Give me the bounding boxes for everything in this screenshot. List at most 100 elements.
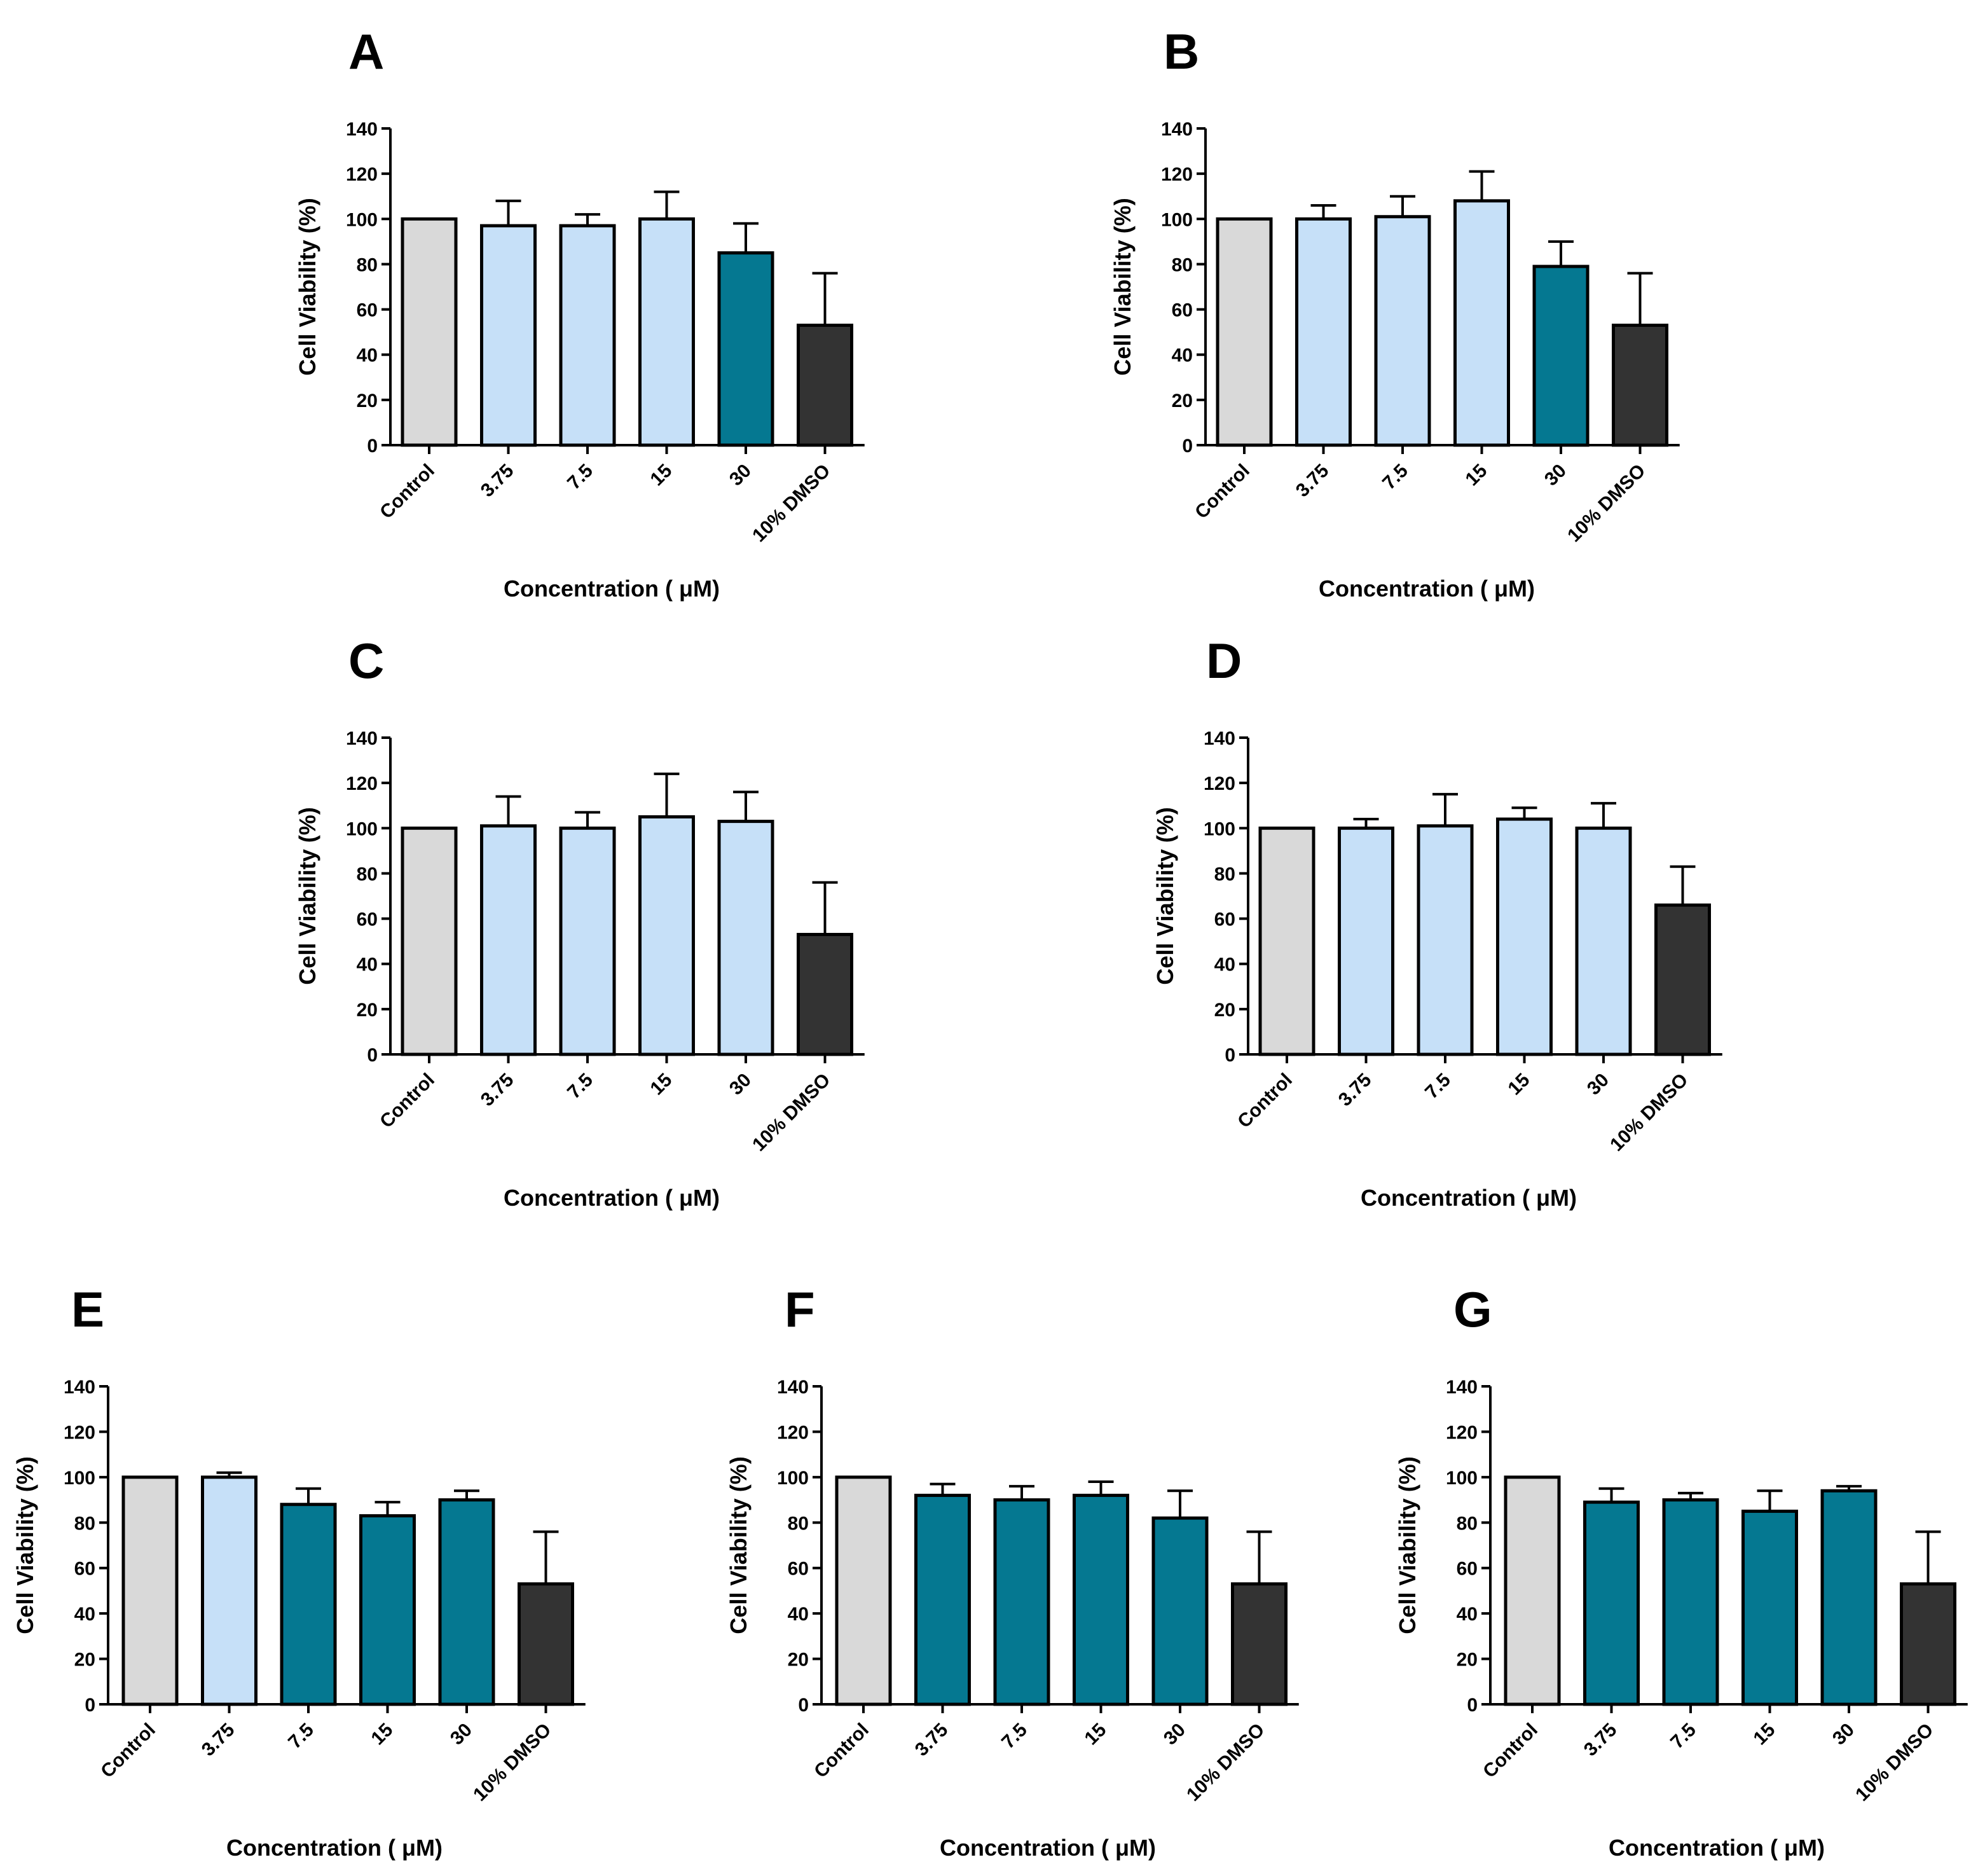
y-tick-label: 140: [346, 119, 378, 140]
y-axis-title: Cell Viability (%): [12, 1456, 38, 1634]
y-tick-label: 60: [357, 300, 378, 321]
bar-control: [1258, 826, 1315, 1056]
bar-3-75: [1338, 826, 1394, 1056]
y-tick-label: 120: [777, 1422, 809, 1443]
y-tick-label: 60: [74, 1559, 95, 1580]
bar-10-dmso: [797, 323, 853, 447]
panel-letter: C: [348, 633, 384, 689]
y-tick-label: 100: [1161, 209, 1193, 230]
y-tick-label: 120: [346, 773, 378, 794]
x-axis-title: Concentration ( μM): [1319, 576, 1535, 602]
bar-control: [121, 1475, 179, 1706]
y-tick-label: 40: [74, 1604, 95, 1625]
bar-30: [1575, 826, 1632, 1056]
y-tick-label: 80: [788, 1513, 809, 1534]
panel-letter: G: [1453, 1281, 1492, 1337]
y-tick-label: 140: [777, 1377, 809, 1398]
y-tick-label: 120: [1161, 164, 1193, 185]
panel-letter: E: [71, 1281, 104, 1337]
y-axis-title: Cell Viability (%): [1394, 1456, 1420, 1634]
bar-30: [438, 1498, 495, 1706]
bar-control: [401, 217, 458, 447]
y-tick-label: 100: [1204, 818, 1235, 839]
y-tick-label: 80: [1457, 1513, 1478, 1534]
y-tick-label: 20: [1457, 1650, 1478, 1671]
bar-15: [638, 815, 695, 1056]
y-tick-label: 140: [1161, 119, 1193, 140]
panel-letter: A: [348, 24, 384, 79]
bar-7-5: [559, 224, 616, 447]
y-tick-label: 120: [346, 164, 378, 185]
y-axis-title: Cell Viability (%): [294, 198, 320, 375]
bar-30: [717, 251, 774, 447]
y-tick-label: 20: [357, 1000, 378, 1021]
bar-3-75: [914, 1493, 971, 1706]
bar-30: [1820, 1489, 1878, 1706]
bar-10-dmso: [797, 932, 853, 1056]
bar-3-75: [1295, 217, 1352, 447]
y-tick-label: 40: [1214, 955, 1235, 976]
y-tick-label: 40: [1457, 1604, 1478, 1625]
bar-7-5: [1374, 215, 1431, 447]
y-tick-label: 0: [367, 436, 378, 457]
y-axis-title: Cell Viability (%): [1109, 198, 1136, 375]
bar-7-5: [280, 1503, 337, 1706]
bar-3-75: [480, 824, 537, 1056]
y-tick-label: 60: [1214, 909, 1235, 930]
y-tick-label: 40: [357, 955, 378, 976]
y-tick-label: 20: [1214, 1000, 1235, 1021]
y-tick-label: 20: [1172, 390, 1193, 411]
y-tick-label: 0: [798, 1695, 809, 1716]
y-tick-label: 0: [1182, 436, 1193, 457]
bar-control: [1504, 1475, 1561, 1706]
y-tick-label: 120: [1446, 1422, 1478, 1443]
bar-15: [638, 217, 695, 447]
y-tick-label: 60: [1457, 1559, 1478, 1580]
bar-control: [401, 826, 458, 1056]
bar-15: [359, 1514, 416, 1706]
y-tick-label: 0: [1467, 1695, 1478, 1716]
bar-10-dmso: [1231, 1582, 1288, 1706]
y-tick-label: 140: [1204, 728, 1235, 749]
y-axis-title: Cell Viability (%): [294, 807, 320, 984]
y-tick-label: 100: [346, 209, 378, 230]
bar-7-5: [1417, 824, 1474, 1056]
y-tick-label: 120: [1204, 773, 1235, 794]
bar-7-5: [993, 1498, 1050, 1706]
y-tick-label: 40: [357, 345, 378, 366]
panel-letter: B: [1164, 24, 1199, 79]
y-tick-label: 60: [1172, 300, 1193, 321]
y-tick-label: 80: [357, 864, 378, 885]
bar-15: [1741, 1509, 1798, 1706]
y-tick-label: 140: [346, 728, 378, 749]
bar-7-5: [1662, 1498, 1719, 1706]
x-axis-title: Concentration ( μM): [504, 1185, 720, 1211]
bar-control: [1216, 217, 1273, 447]
y-tick-label: 140: [64, 1377, 95, 1398]
x-axis-title: Concentration ( μM): [1609, 1835, 1825, 1861]
y-tick-label: 60: [357, 909, 378, 930]
bar-30: [1532, 265, 1590, 447]
bar-15: [1453, 199, 1510, 447]
y-tick-label: 80: [1172, 254, 1193, 275]
y-tick-label: 100: [777, 1468, 809, 1489]
y-tick-label: 80: [1214, 864, 1235, 885]
y-tick-label: 60: [788, 1559, 809, 1580]
y-tick-label: 0: [85, 1695, 95, 1716]
bar-3-75: [201, 1475, 258, 1706]
bar-15: [1496, 817, 1553, 1056]
bar-10-dmso: [1900, 1582, 1956, 1706]
y-tick-label: 40: [788, 1604, 809, 1625]
x-axis-title: Concentration ( μM): [504, 576, 720, 602]
y-tick-label: 100: [64, 1468, 95, 1489]
y-tick-label: 20: [788, 1650, 809, 1671]
bar-10-dmso: [1654, 903, 1711, 1056]
y-axis-title: Cell Viability (%): [1152, 807, 1178, 984]
y-tick-label: 120: [64, 1422, 95, 1443]
x-axis-title: Concentration ( μM): [940, 1835, 1156, 1861]
y-tick-label: 20: [74, 1650, 95, 1671]
y-tick-label: 20: [357, 390, 378, 411]
x-axis-title: Concentration ( μM): [226, 1835, 443, 1861]
